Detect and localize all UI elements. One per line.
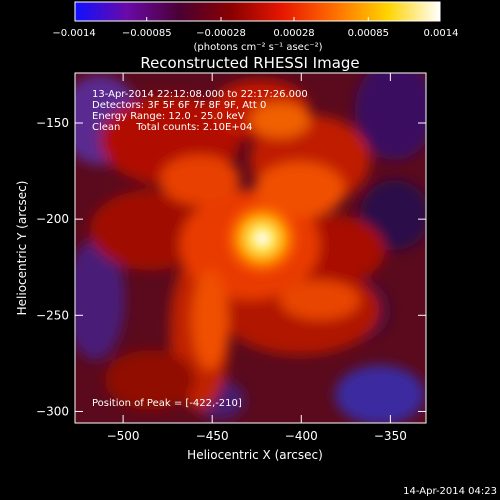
annotation-line-counts: Clean Total counts: 2.10E+04 — [92, 122, 252, 133]
x-tick-label: −400 — [285, 429, 318, 443]
y-tick-label: −200 — [36, 212, 69, 226]
colorbar-tick-label: −0.00028 — [196, 28, 246, 39]
chart-title: Reconstructed RHESSI Image — [140, 54, 359, 72]
annotation-block: 13-Apr-2014 22:12:08.000 to 22:17:26.000… — [92, 89, 308, 133]
x-tick-label: −500 — [107, 429, 140, 443]
heatmap-image — [75, 73, 426, 423]
y-axis: −150 −200 −250 −300 — [36, 116, 426, 418]
y-tick-label: −150 — [36, 116, 69, 130]
plot-frame — [74, 72, 427, 424]
peak-source — [220, 196, 305, 281]
y-axis-label: Heliocentric Y (arcsec) — [15, 181, 29, 316]
annotation-line-energy: Energy Range: 12.0 - 25.0 keV — [92, 111, 245, 122]
y-tick-label: −250 — [36, 308, 69, 322]
x-axis: −500 −450 −400 −350 — [107, 73, 407, 443]
colorbar-unit-label: (photons cm⁻² s⁻¹ asec⁻²) — [193, 42, 322, 53]
x-tick-label: −450 — [196, 429, 229, 443]
annotation-line-detectors: Detectors: 3F 5F 6F 7F 8F 9F, Att 0 — [92, 100, 266, 111]
colorbar-ticks: −0.0014 −0.00085 −0.00028 0.00028 0.00085 0.0… — [52, 17, 459, 39]
y-tick-label: −300 — [36, 404, 69, 418]
colorbar: −0.0014 −0.00085 −0.00028 0.00028 0.00085 0.0… — [52, 1, 459, 53]
peak-position-label: Position of Peak = [-422,-210] — [92, 398, 242, 409]
colorbar-tick-label: 0.00028 — [273, 28, 314, 39]
colorbar-tick-label: −0.00085 — [122, 28, 172, 39]
colorbar-tick-label: 0.00085 — [348, 28, 389, 39]
annotation-line-time: 13-Apr-2014 22:12:08.000 to 22:17:26.000 — [92, 89, 308, 100]
x-tick-label: −350 — [374, 429, 407, 443]
colorbar-tick-label: 0.0014 — [424, 28, 459, 39]
colorbar-tick-label: −0.0014 — [52, 28, 95, 39]
footer-timestamp: 14-Apr-2014 04:23 — [403, 486, 497, 497]
x-axis-label: Heliocentric X (arcsec) — [187, 448, 323, 462]
colorbar-gradient — [74, 1, 441, 22]
